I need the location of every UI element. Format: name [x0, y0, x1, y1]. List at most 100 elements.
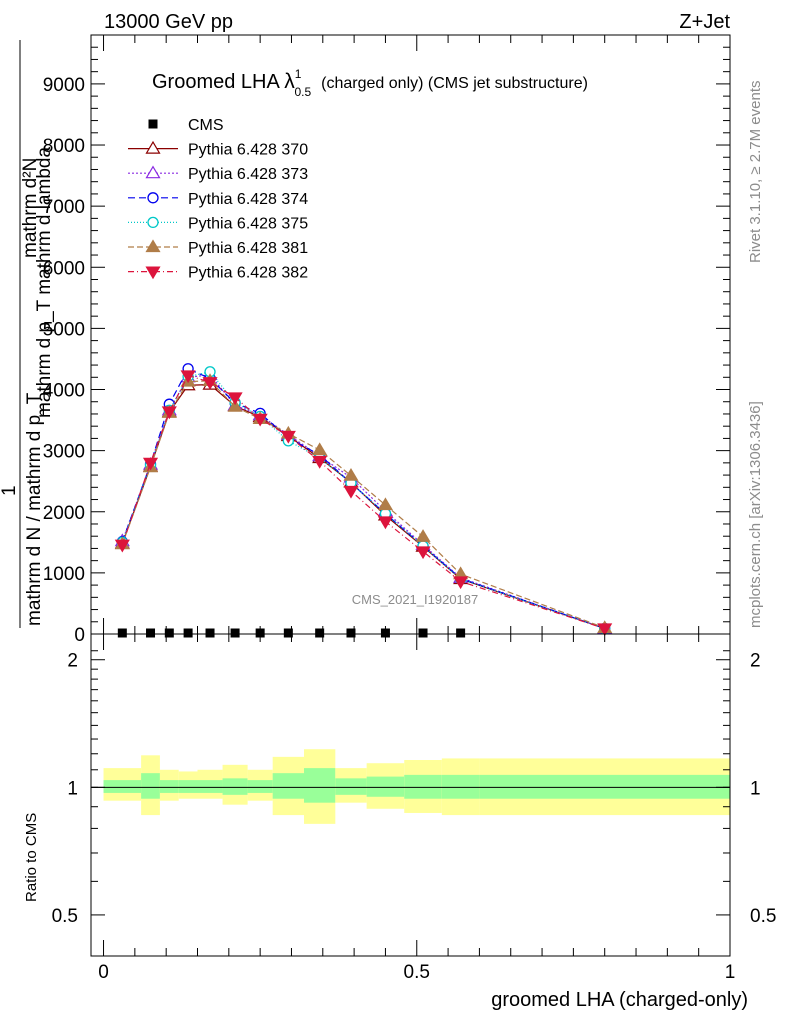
- title-lambda: λ: [284, 70, 295, 93]
- main-panel: 0 1000 2000 3000 4000 5000 6000 7000 8000 9000 CM…: [43, 34, 731, 646]
- ratio-y-tick-label-right: 2: [750, 651, 761, 672]
- watermark: CMS_2021_I1920187: [352, 592, 479, 607]
- legend-marker: [145, 266, 161, 280]
- cms-data-point: [315, 628, 325, 638]
- ratio-band-inner: [366, 776, 405, 797]
- cms-data-point: [164, 628, 174, 638]
- cms-data-point: [230, 628, 240, 638]
- ratio-band-inner: [272, 773, 304, 799]
- title-sup: 1: [295, 67, 302, 81]
- main-y-tick-label: 2000: [43, 503, 85, 524]
- mcplots-label: mcplots.cern.ch [arXiv:1306.3436]: [747, 401, 764, 628]
- series-line: [121, 367, 605, 630]
- main-frame: [90, 34, 731, 635]
- ratio-band-inner: [141, 773, 160, 799]
- header-left: 13000 GeV pp: [104, 11, 233, 33]
- main-y-label: mathrm d²N mathrm d p_T mathrm d lambda …: [0, 40, 55, 628]
- series-point: [343, 485, 359, 499]
- ratio-band-inner: [335, 778, 367, 795]
- cms-data-point: [205, 628, 215, 638]
- legend-entry-6: Pythia 6.428 382: [128, 265, 308, 282]
- series-point: [415, 529, 431, 542]
- legend-entry-1: Pythia 6.428 370: [128, 140, 308, 159]
- legend-label: CMS: [188, 117, 224, 134]
- ratio-band-inner: [178, 780, 198, 793]
- chart-title: Groomed LHA λ1 0.5 (charged only) (CMS jet…: [152, 67, 588, 99]
- legend: CMS Pythia 6.428 370 Pythia 6.428 373 Pythi…: [128, 117, 308, 282]
- title-main: Groomed LHA: [152, 71, 284, 93]
- series-point: [377, 516, 393, 530]
- main-y-tick-label: 1000: [43, 564, 85, 585]
- series-line: [121, 374, 605, 630]
- ratio-band-inner: [103, 780, 142, 793]
- cms-data-point: [456, 628, 466, 638]
- ratio-band-inner: [441, 774, 480, 799]
- ratio-band-inner: [404, 774, 442, 799]
- cms-data-point: [283, 628, 293, 638]
- main-y-tick-label: 5000: [43, 319, 85, 340]
- ylabel-line-1: mathrm d²N: [20, 158, 41, 258]
- series-line: [121, 380, 605, 629]
- ylabel-line-3: 1: [0, 485, 20, 496]
- legend-label: Pythia 6.428 373: [188, 166, 308, 183]
- series-point: [280, 430, 296, 444]
- legend-marker: [147, 216, 159, 229]
- title-rest: (charged only) (CMS jet substructure): [321, 75, 588, 92]
- cms-data-point: [183, 628, 193, 638]
- ratio-panel: 0.5 0.51 12 2 0 0.5 1 Ratio to CMS groomed LH…: [23, 633, 776, 1011]
- main-y-tick-label: 4000: [43, 381, 85, 402]
- ratio-x-ticks: 0 0.5 1: [98, 634, 735, 983]
- main-y-tick-label: 6000: [43, 258, 85, 279]
- main-y-tick-label: 9000: [43, 75, 85, 96]
- series-point: [597, 623, 613, 637]
- series-line: [121, 374, 605, 630]
- rivet-label: Rivet 3.1.10, ≥ 2.7M events: [747, 81, 764, 264]
- legend-marker: [147, 192, 159, 204]
- series-0: [117, 628, 466, 638]
- main-y-ticks: 0 1000 2000 3000 4000 5000 6000 7000 8000 9000: [43, 34, 730, 646]
- legend-entry-5: Pythia 6.428 381: [128, 239, 308, 257]
- series-point: [142, 457, 159, 471]
- ratio-y-tick-label: 1: [67, 778, 78, 799]
- series-6: [114, 370, 613, 637]
- legend-label: Pythia 6.428 370: [188, 142, 308, 159]
- main-y-tick-label: 3000: [43, 442, 85, 463]
- series-point: [415, 546, 431, 560]
- series-point: [114, 539, 130, 553]
- series-point: [161, 406, 177, 420]
- legend-label: Pythia 6.428 382: [188, 265, 308, 282]
- ylabel-line-2: mathrm d p_T mathrm d lambda: [34, 147, 55, 418]
- header-right: Z+Jet: [679, 11, 730, 33]
- ratio-band-inner: [247, 780, 273, 793]
- legend-entry-4: Pythia 6.428 375: [128, 215, 308, 232]
- ratio-band-inner: [304, 768, 336, 803]
- legend-marker: [145, 165, 161, 179]
- cms-data-point: [117, 628, 127, 638]
- ratio-y-tick-label: 0.5: [52, 906, 78, 927]
- x-tick-label: 0.5: [404, 962, 430, 983]
- legend-entry-3: Pythia 6.428 374: [128, 191, 308, 208]
- cms-data-point: [380, 628, 390, 638]
- main-y-tick-label: 7000: [43, 197, 85, 218]
- cms-data-point: [418, 628, 428, 638]
- series-point: [312, 455, 328, 469]
- cms-data-point: [146, 628, 156, 638]
- legend-marker: [145, 140, 161, 154]
- x-axis-label: groomed LHA (charged-only): [491, 989, 748, 1011]
- main-y-tick-label: 8000: [43, 136, 85, 157]
- legend-label: Pythia 6.428 375: [188, 215, 308, 232]
- legend-label: Pythia 6.428 374: [188, 191, 308, 208]
- ylabel-line-4: mathrm d N / mathrm d p_T: [24, 392, 45, 626]
- series-point: [202, 377, 218, 390]
- legend-label: Pythia 6.428 381: [188, 240, 308, 257]
- ratio-band-inner: [159, 780, 179, 793]
- x-tick-label: 1: [725, 962, 736, 983]
- legend-marker: [145, 239, 161, 253]
- legend-marker: [148, 119, 158, 129]
- title-sub: 0.5: [294, 85, 311, 99]
- x-tick-label: 0: [98, 962, 109, 983]
- cms-data-point: [255, 628, 265, 638]
- ratio-band-inner: [222, 778, 248, 795]
- series-point: [453, 576, 469, 590]
- series-point: [227, 398, 243, 412]
